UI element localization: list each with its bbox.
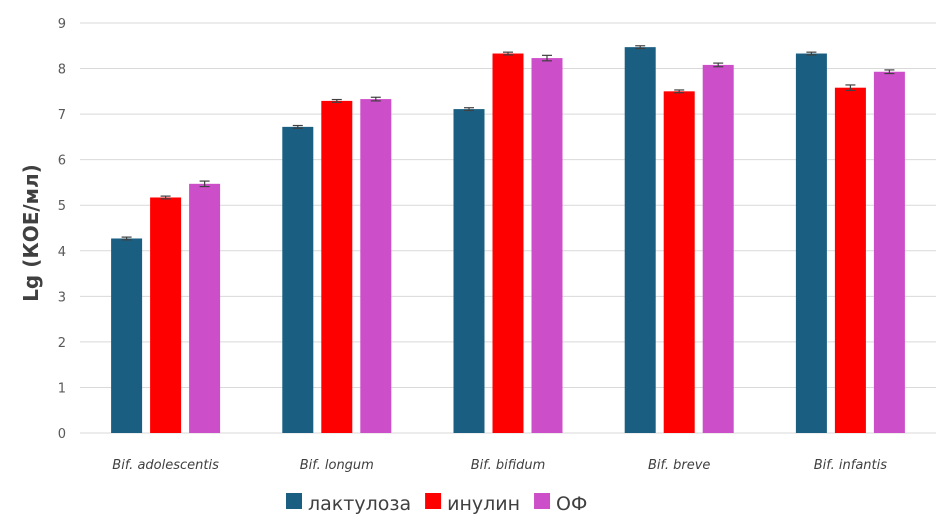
y-tick-label: 2 <box>58 336 66 351</box>
x-tick-label: Bif. bifidum <box>471 458 546 473</box>
x-tick-label: Bif. adolescentis <box>112 458 219 473</box>
bar <box>873 71 905 433</box>
legend-swatch <box>425 493 442 509</box>
bar <box>795 53 827 434</box>
bars <box>111 45 905 434</box>
legend-label: ОФ <box>556 493 587 515</box>
y-tick-label: 7 <box>58 108 66 123</box>
y-tick-label: 4 <box>58 245 66 260</box>
bar <box>189 183 221 433</box>
x-tick-label: Bif. breve <box>648 458 710 473</box>
bar <box>663 91 695 433</box>
legend-swatch <box>286 493 302 509</box>
bar <box>282 126 314 433</box>
bar <box>531 58 563 433</box>
y-tick-label: 3 <box>58 290 66 305</box>
y-tick-label: 9 <box>58 17 66 32</box>
bar <box>360 99 392 434</box>
y-tick-label: 8 <box>58 63 66 78</box>
y-tick-label: 6 <box>58 154 66 169</box>
bar <box>702 64 734 434</box>
bar <box>492 53 524 434</box>
x-axis-ticks: Bif. adolescentis Bif. longum Bif. bifidum… <box>112 458 887 473</box>
x-tick-label: Bif. infantis <box>814 458 887 473</box>
legend: лактулоза инулин ОФ <box>286 493 587 515</box>
legend-label: инулин <box>447 493 520 515</box>
y-tick-label: 5 <box>58 199 66 214</box>
bar <box>150 197 182 433</box>
x-tick-label: Bif. longum <box>300 458 374 473</box>
y-axis-label: Lg (КОЕ/мл) <box>19 164 43 302</box>
y-tick-label: 0 <box>58 427 66 442</box>
y-axis-ticks: 0 1 2 3 4 5 6 7 8 9 <box>58 17 66 442</box>
bar <box>453 109 485 433</box>
bar <box>624 47 656 434</box>
bar <box>321 100 353 434</box>
bar <box>834 87 866 433</box>
y-tick-label: 1 <box>58 381 66 396</box>
legend-label: лактулоза <box>308 493 411 515</box>
legend-swatch <box>534 493 551 509</box>
bar <box>111 238 143 433</box>
